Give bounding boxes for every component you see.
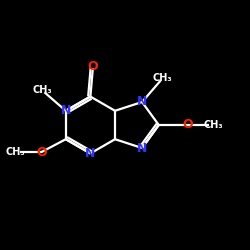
Text: O: O [36, 146, 47, 158]
Text: O: O [88, 60, 98, 73]
Text: N: N [60, 104, 71, 117]
Text: N: N [85, 147, 96, 160]
Text: CH₃: CH₃ [204, 120, 223, 130]
Text: N: N [137, 96, 147, 108]
Text: CH₃: CH₃ [6, 147, 25, 157]
Text: CH₃: CH₃ [33, 85, 52, 95]
Text: N: N [137, 142, 147, 154]
Text: O: O [182, 118, 192, 132]
Text: CH₃: CH₃ [153, 73, 172, 83]
